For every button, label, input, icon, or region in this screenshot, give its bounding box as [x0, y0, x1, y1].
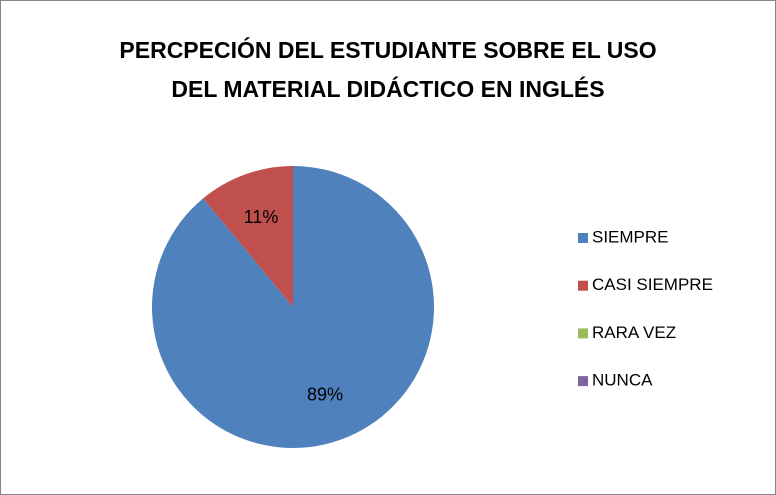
legend-label: SIEMPRE	[592, 227, 669, 246]
data-label: 89%	[307, 385, 343, 405]
chart-title: DEL MATERIAL DIDÁCTICO EN INGLÉS	[171, 75, 604, 102]
legend-swatch	[578, 233, 588, 243]
legend-swatch	[578, 376, 588, 387]
legend-swatch	[578, 280, 588, 291]
legend-label: CASI SIEMPRE	[592, 275, 713, 294]
pie-slice	[203, 166, 293, 307]
chart-title: PERCPECIÓN DEL ESTUDIANTE SOBRE EL USO	[119, 36, 656, 63]
legend-label: NUNCA	[592, 371, 653, 390]
data-label: 11%	[244, 207, 279, 227]
legend-label: RARA VEZ	[592, 323, 676, 342]
legend-swatch	[578, 328, 588, 339]
